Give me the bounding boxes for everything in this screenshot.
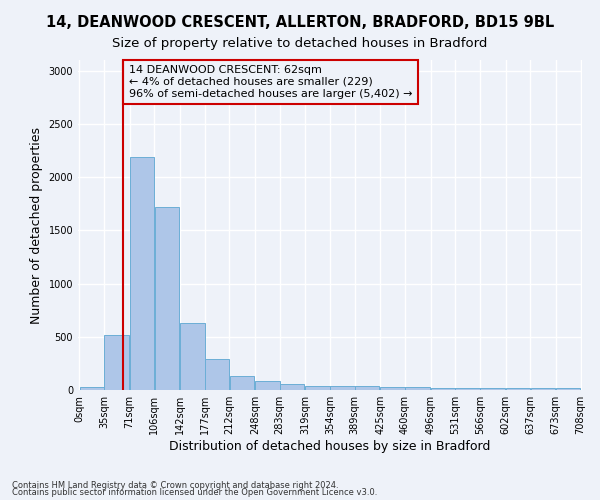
Bar <box>455 388 480 390</box>
Bar <box>530 388 555 390</box>
Bar <box>255 382 280 390</box>
Bar <box>506 388 530 390</box>
Bar <box>155 207 179 390</box>
Text: Contains public sector information licensed under the Open Government Licence v3: Contains public sector information licen… <box>12 488 377 497</box>
Y-axis label: Number of detached properties: Number of detached properties <box>30 126 43 324</box>
Text: 14, DEANWOOD CRESCENT, ALLERTON, BRADFORD, BD15 9BL: 14, DEANWOOD CRESCENT, ALLERTON, BRADFOR… <box>46 15 554 30</box>
Bar <box>431 388 455 390</box>
Bar <box>480 388 505 390</box>
Bar <box>380 387 405 390</box>
Bar <box>556 388 580 390</box>
Bar <box>280 384 304 390</box>
Bar <box>180 323 205 390</box>
Bar <box>405 388 430 390</box>
X-axis label: Distribution of detached houses by size in Bradford: Distribution of detached houses by size … <box>169 440 491 453</box>
Bar <box>230 376 254 390</box>
Bar <box>80 387 104 390</box>
Text: 14 DEANWOOD CRESCENT: 62sqm
← 4% of detached houses are smaller (229)
96% of sem: 14 DEANWOOD CRESCENT: 62sqm ← 4% of deta… <box>129 66 412 98</box>
Bar <box>305 386 330 390</box>
Bar <box>130 157 154 390</box>
Bar <box>104 334 129 390</box>
Text: Contains HM Land Registry data © Crown copyright and database right 2024.: Contains HM Land Registry data © Crown c… <box>12 480 338 490</box>
Bar <box>205 359 229 390</box>
Bar <box>355 386 379 390</box>
Bar <box>330 386 355 390</box>
Text: Size of property relative to detached houses in Bradford: Size of property relative to detached ho… <box>112 38 488 51</box>
